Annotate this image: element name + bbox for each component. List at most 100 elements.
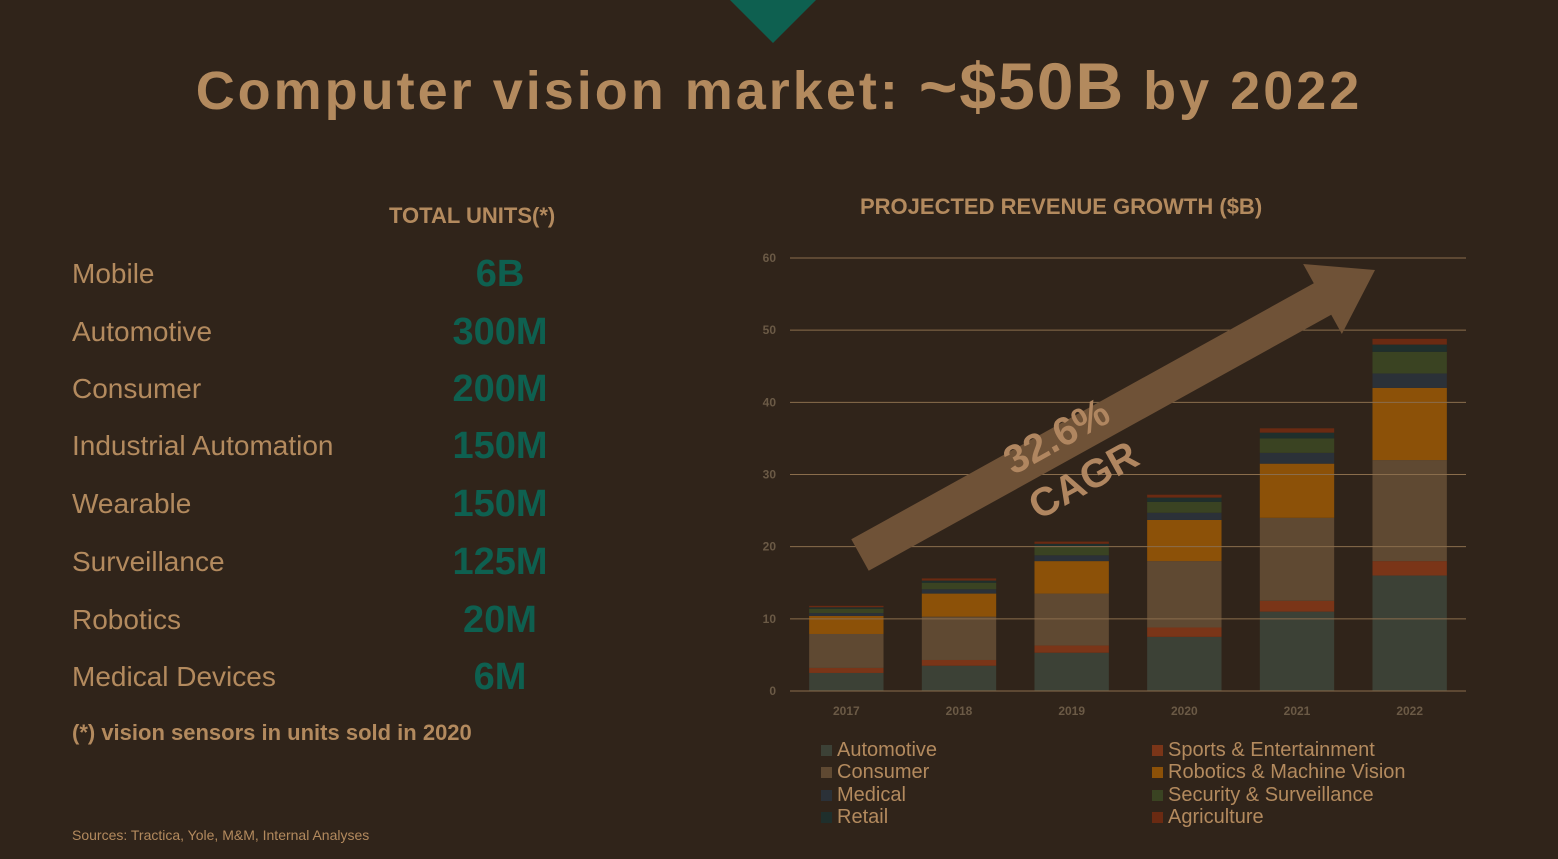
bar-segment — [921, 659, 997, 666]
units-value: 20M — [463, 599, 537, 641]
units-label: Surveillance — [72, 546, 225, 577]
x-tick-label: 2017 — [833, 704, 860, 718]
bar-segment — [1372, 561, 1447, 576]
bar-segment — [1259, 611, 1335, 691]
bar-segment — [809, 607, 884, 609]
bar-segment — [1372, 575, 1447, 691]
legend-swatch — [821, 812, 832, 823]
units-label: Wearable — [72, 488, 192, 519]
units-label: Robotics — [72, 604, 181, 635]
bar-segment — [1259, 452, 1335, 464]
legend-label: Medical — [837, 784, 906, 806]
units-value: 300M — [452, 311, 548, 353]
bar-segment — [1259, 517, 1335, 601]
units-label: Medical Devices — [72, 661, 276, 692]
bar-segment — [1259, 432, 1335, 439]
y-tick-label: 30 — [763, 468, 777, 482]
y-tick-label: 60 — [763, 251, 777, 265]
bar-segment — [1034, 652, 1109, 691]
legend-label: Robotics & Machine Vision — [1168, 761, 1406, 783]
bar-segment — [1147, 501, 1222, 513]
units-label: Mobile — [72, 258, 155, 289]
bar-segment — [1147, 627, 1222, 637]
bar-segment — [1147, 494, 1222, 498]
units-row: Industrial Automation 150M — [72, 426, 592, 466]
bar-segment — [1034, 561, 1109, 594]
units-label: Industrial Automation — [72, 430, 334, 461]
title-value: ~$50B — [918, 49, 1126, 123]
bar-segment — [809, 667, 884, 673]
footnote: (*) vision sensors in units sold in 2020 — [72, 720, 472, 745]
bar-segment — [1259, 438, 1335, 453]
bar-segment — [1259, 600, 1335, 612]
legend-label: Agriculture — [1168, 806, 1264, 828]
bar-segment — [921, 616, 997, 660]
x-tick-label: 2022 — [1396, 704, 1423, 718]
bar-segment — [1372, 338, 1447, 345]
units-label: Automotive — [72, 316, 213, 347]
title-year: by 2022 — [1125, 61, 1363, 121]
units-row: Surveillance 125M — [72, 542, 592, 582]
units-row: Mobile 6B — [72, 254, 592, 294]
legend-label: Consumer — [837, 761, 930, 783]
y-tick-label: 50 — [763, 323, 777, 337]
units-row: Wearable 150M — [72, 484, 592, 524]
x-tick-label: 2019 — [1058, 704, 1085, 718]
y-tick-label: 20 — [763, 540, 777, 554]
units-value: 150M — [452, 483, 548, 525]
bar-segment — [1372, 351, 1447, 374]
y-tick-label: 40 — [763, 395, 777, 409]
bar-segment — [1147, 561, 1222, 628]
cagr-arrow — [851, 264, 1375, 571]
bar-segment — [1147, 519, 1222, 562]
bar-segment — [921, 593, 997, 617]
legend-swatch — [1152, 767, 1163, 778]
bar-segment — [809, 615, 884, 634]
legend-label: Sports & Entertainment — [1168, 739, 1375, 761]
title-text: Computer vision market: — [195, 61, 919, 121]
units-row: Consumer 200M — [72, 369, 592, 409]
bar-segment — [1147, 512, 1222, 520]
chart-title: PROJECTED REVENUE GROWTH ($B) — [860, 194, 1263, 219]
bar-segment — [809, 613, 884, 616]
bar-segment — [1034, 546, 1109, 556]
x-tick-label: 2020 — [1171, 704, 1198, 718]
bar-segment — [1034, 541, 1109, 544]
units-label: Consumer — [72, 373, 202, 404]
bar-segment — [1034, 645, 1109, 653]
bar-segment — [1034, 543, 1109, 547]
bar-segment — [1372, 460, 1447, 562]
legend-swatch — [821, 767, 832, 778]
top-triangle-marker — [730, 0, 816, 43]
bar-segment — [921, 578, 997, 581]
bar-segment — [1034, 593, 1109, 646]
units-row: Robotics 20M — [72, 600, 592, 640]
legend-label: Automotive — [837, 739, 938, 761]
bar-segment — [809, 672, 884, 691]
legend-swatch — [1152, 812, 1163, 823]
bar-segment — [1147, 497, 1222, 502]
x-tick-label: 2021 — [1284, 704, 1311, 718]
y-tick-label: 0 — [769, 684, 776, 698]
legend-swatch — [1152, 745, 1163, 756]
legend-label: Security & Surveillance — [1168, 784, 1374, 806]
bar-segment — [1147, 636, 1222, 691]
legend-label: Retail — [837, 806, 889, 828]
units-value: 125M — [452, 541, 548, 583]
bar-segment — [809, 633, 884, 668]
sources-note: Sources: Tractica, Yole, M&M, Internal A… — [72, 827, 370, 843]
units-row: Medical Devices 6M — [72, 657, 592, 697]
bar-segment — [1372, 387, 1447, 461]
bar-segment — [921, 582, 997, 590]
bar-segment — [809, 608, 884, 614]
bar-segment — [1372, 373, 1447, 388]
units-value: 150M — [452, 425, 548, 467]
bar-segment — [1259, 463, 1335, 518]
bar-segment — [921, 580, 997, 583]
slide-title: Computer vision market: ~$50B by 2022 — [0, 48, 1558, 124]
bar-segment — [1259, 428, 1335, 433]
units-value: 200M — [452, 368, 548, 410]
y-tick-label: 10 — [763, 612, 777, 626]
bar-segment — [921, 589, 997, 594]
